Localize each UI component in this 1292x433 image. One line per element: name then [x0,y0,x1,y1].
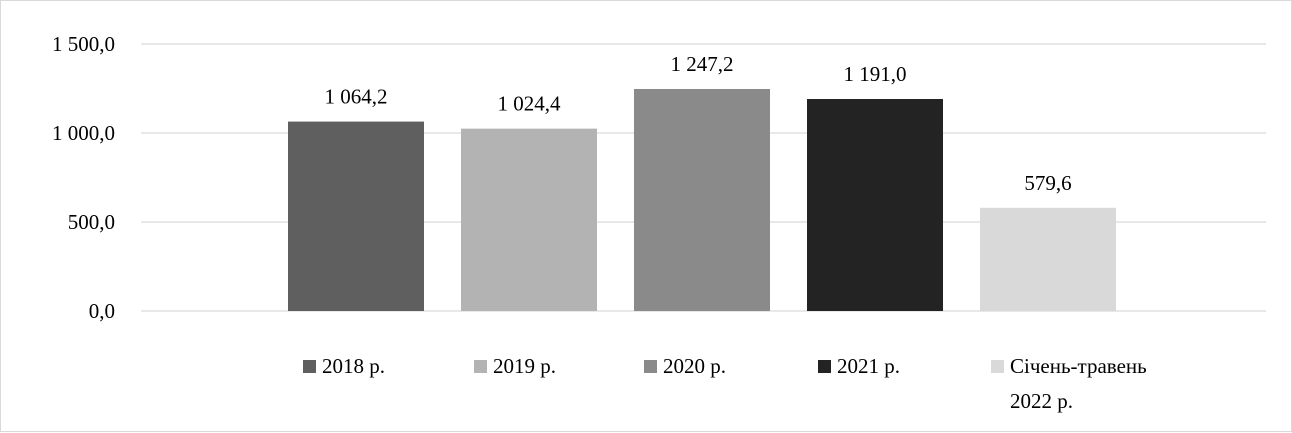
y-tick-label: 1 000,0 [52,121,115,145]
legend-item: 2021 р. [818,354,900,378]
legend-swatch [303,360,316,373]
y-tick-label: 500,0 [68,210,115,234]
legend-label: 2019 р. [493,354,556,378]
legend-item: 2019 р. [474,354,556,378]
data-labels: 1 064,2 1 024,4 1 247,2 1 191,0 579,6 [325,52,1072,195]
data-label: 579,6 [1024,171,1071,195]
data-label: 1 024,4 [498,92,562,116]
legend-swatch [818,360,831,373]
bar [980,207,1116,311]
legend-label: 2020 р. [663,354,726,378]
legend-label: 2022 р. [1010,389,1073,413]
data-label: 1 064,2 [325,85,388,109]
legend-label: 2018 р. [322,354,385,378]
y-tick-label: 1 500,0 [52,32,115,56]
bars [288,88,1116,311]
bar [461,128,597,311]
legend-item: 2020 р. [644,354,726,378]
bar [288,121,424,311]
legend-swatch [644,360,657,373]
data-label: 1 191,0 [844,62,907,86]
data-label: 1 247,2 [671,52,734,76]
bar [807,99,943,311]
bar [634,88,770,311]
legend: 2018 р. 2019 р. 2020 р. 2021 р. Січень-траве… [303,354,1147,413]
y-axis-tick-labels: 0,0 500,0 1 000,0 1 500,0 [52,32,115,323]
legend-item: Січень-травень 2022 р. [991,354,1147,413]
legend-item: 2018 р. [303,354,385,378]
legend-label: Січень-травень [1010,354,1147,378]
legend-swatch [474,360,487,373]
y-tick-label: 0,0 [89,299,115,323]
legend-label: 2021 р. [837,354,900,378]
legend-swatch [991,360,1004,373]
